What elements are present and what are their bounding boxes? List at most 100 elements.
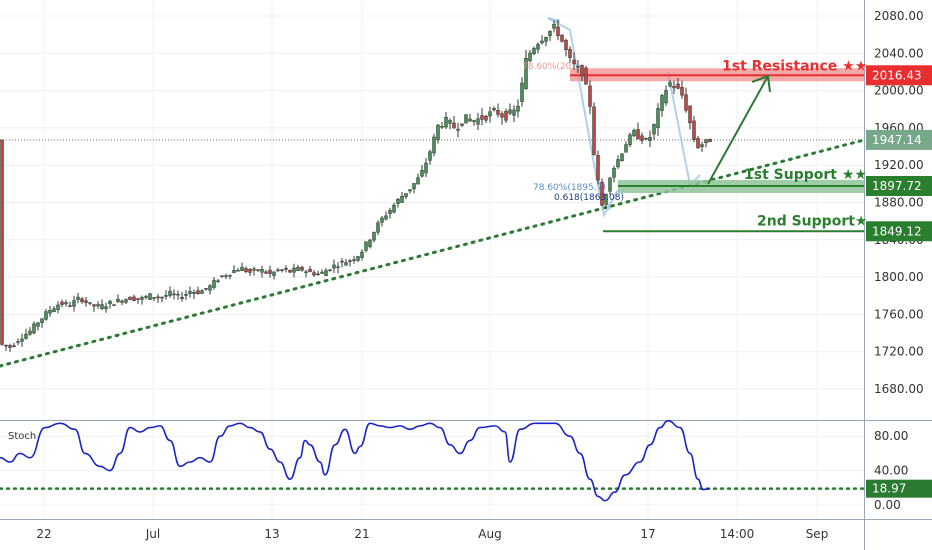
- candle-body: [148, 293, 152, 300]
- candle-body: [476, 118, 480, 125]
- candle-body: [640, 135, 644, 141]
- candle-body: [8, 345, 12, 348]
- resistance-label: 1st Resistance ★★: [722, 58, 867, 74]
- support-1-label: 1st Support ★★: [744, 167, 867, 183]
- candle-body: [496, 109, 500, 115]
- candle-body: [636, 129, 640, 140]
- candle-body: [528, 52, 532, 62]
- candlesticks: [0, 19, 712, 352]
- level-price-value: 1849.12: [872, 224, 922, 238]
- candle-body: [36, 322, 40, 327]
- candle-body: [276, 269, 280, 272]
- candle-body: [568, 49, 572, 58]
- candle-body: [248, 269, 252, 273]
- candle-body: [140, 297, 144, 300]
- stoch-title: Stoch: [8, 431, 36, 442]
- stoch-tick-label: 40.00: [874, 464, 908, 478]
- candle-body: [320, 271, 324, 274]
- candle-body: [324, 270, 328, 277]
- candle-body: [700, 144, 704, 147]
- candle-body: [548, 30, 552, 37]
- candle-body: [184, 294, 188, 296]
- candle-body: [32, 323, 36, 334]
- candle-body: [580, 65, 584, 77]
- candle-body: [256, 269, 260, 271]
- candle-body: [708, 138, 712, 143]
- candle-body: [216, 280, 220, 283]
- candle-body: [72, 300, 76, 307]
- candle-body: [332, 264, 336, 269]
- candle-body: [400, 195, 404, 203]
- candle-body: [80, 298, 84, 303]
- candle-body: [436, 124, 440, 141]
- candle-body: [288, 269, 292, 273]
- candle-body: [336, 266, 340, 269]
- candle-body: [4, 344, 8, 347]
- candle-body: [12, 345, 16, 347]
- candle-body: [308, 268, 312, 273]
- candle-body: [268, 269, 272, 274]
- candle-body: [88, 302, 92, 304]
- candle-body: [280, 269, 284, 271]
- level-price-badge: [866, 221, 932, 242]
- candle-body: [376, 222, 380, 233]
- fib-label-top: 78.60%(20: [522, 62, 572, 72]
- time-tick-label: 14:00: [720, 527, 755, 541]
- candle-body: [396, 198, 400, 204]
- price-tick-label: 1920.00: [874, 158, 924, 172]
- candle-body: [676, 83, 680, 89]
- candle-body: [360, 251, 364, 258]
- candle-body: [616, 159, 620, 168]
- candle-body: [464, 114, 468, 124]
- projection-arrow-line: [707, 75, 769, 185]
- price-tick-label: 2080.00: [874, 9, 924, 23]
- candle-body: [592, 106, 596, 155]
- candle-body: [76, 296, 80, 300]
- candle-body: [388, 210, 392, 215]
- candle-body: [108, 300, 112, 305]
- candle-body: [68, 305, 72, 307]
- candle-body: [408, 189, 412, 192]
- candle-body: [416, 177, 420, 185]
- candle-body: [488, 111, 492, 117]
- candle-body: [380, 217, 384, 223]
- candle-body: [172, 293, 176, 296]
- ascending-trendline: [0, 138, 866, 368]
- candle-body: [696, 138, 700, 149]
- candle-body: [296, 266, 300, 271]
- candle-body: [104, 306, 108, 310]
- candle-body: [356, 256, 360, 261]
- candle-body: [440, 126, 444, 128]
- candle-body: [260, 269, 264, 273]
- price-axis: 2080.002040.002000.001960.001920.001880.…: [866, 9, 932, 396]
- candle-body: [240, 267, 244, 272]
- candle-body: [352, 259, 356, 261]
- candle-body: [40, 318, 44, 323]
- fib-label-786: 78.60%(1895.7): [533, 183, 606, 193]
- current-price-tag: 1947.14: [866, 129, 932, 150]
- candle-body: [236, 270, 240, 272]
- candle-body: [680, 87, 684, 96]
- candle-body: [704, 139, 708, 144]
- candle-body: [124, 299, 128, 303]
- candle-body: [224, 275, 228, 277]
- candle-body: [432, 136, 436, 154]
- candle-body: [24, 333, 28, 339]
- candle-body: [64, 302, 68, 305]
- price-tick-label: 1760.00: [874, 307, 924, 321]
- candle-body: [516, 105, 520, 112]
- candle-body: [468, 118, 472, 122]
- time-tick-label: Aug: [478, 527, 501, 541]
- candle-body: [160, 296, 164, 299]
- candle-body: [524, 57, 528, 90]
- candle-body: [96, 304, 100, 307]
- candle-body: [264, 271, 268, 274]
- time-tick-label: Jul: [145, 527, 160, 541]
- candle-body: [412, 183, 416, 190]
- candle-body: [540, 40, 544, 44]
- candle-body: [144, 296, 148, 298]
- candle-body: [128, 296, 132, 300]
- candle-body: [664, 90, 668, 104]
- candle-body: [252, 268, 256, 271]
- candle-body: [304, 271, 308, 274]
